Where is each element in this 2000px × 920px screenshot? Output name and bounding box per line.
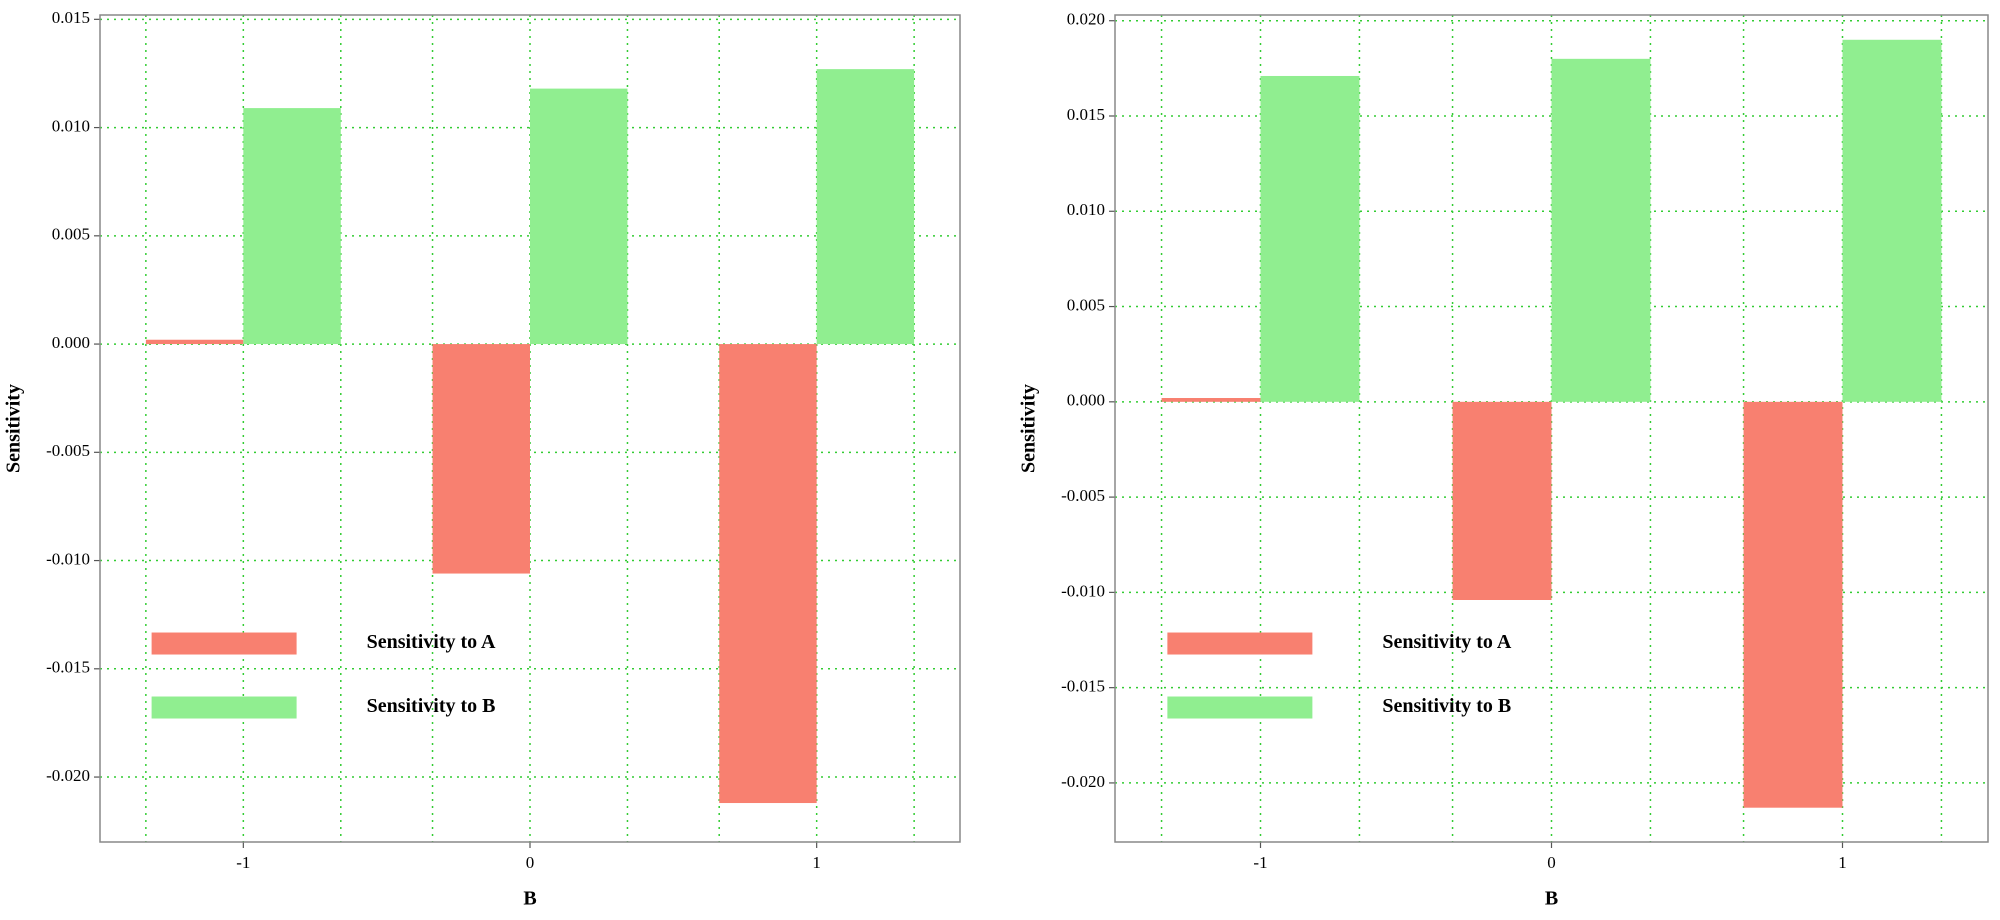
- y-tick-label: -0.015: [46, 658, 90, 677]
- legend-swatch: [151, 696, 297, 719]
- plot-frame: [1114, 14, 1989, 843]
- y-tick-label: 0.010: [52, 116, 90, 135]
- x-tick-label: 1: [812, 853, 821, 872]
- x-axis-label: B: [1545, 888, 1558, 910]
- y-tick-label: 0.020: [1067, 10, 1105, 29]
- y-axis-label: Sensitivity: [1018, 384, 1040, 473]
- bar: [243, 108, 341, 345]
- bar: [1260, 75, 1360, 402]
- bar: [816, 69, 915, 345]
- y-tick-label: -0.005: [1061, 486, 1105, 505]
- y-tick-label: -0.020: [46, 766, 90, 785]
- x-tick-label: 1: [1838, 853, 1847, 872]
- y-tick-label: -0.010: [46, 549, 90, 568]
- bar: [432, 344, 530, 574]
- bar: [1551, 58, 1651, 402]
- y-tick-label: -0.020: [1061, 772, 1105, 791]
- y-tick-label: 0.000: [1067, 391, 1105, 410]
- y-tick-label: 0.010: [1067, 200, 1105, 219]
- y-axis-label: Sensitivity: [3, 384, 25, 473]
- y-tick-label: 0.005: [52, 225, 90, 244]
- plot-frame: [99, 14, 961, 843]
- y-tick-label: -0.015: [1061, 677, 1105, 696]
- bar: [1842, 39, 1942, 402]
- x-tick-label: 0: [1547, 853, 1556, 872]
- bar: [1452, 401, 1552, 600]
- x-axis-label: B: [523, 888, 536, 910]
- legend-swatch: [1167, 632, 1313, 655]
- legend-label: Sensitivity to B: [1382, 695, 1511, 717]
- y-tick-label: -0.010: [1061, 581, 1105, 600]
- legend-label: Sensitivity to A: [1382, 631, 1511, 653]
- bar: [145, 339, 244, 345]
- y-tick-label: 0.005: [1067, 295, 1105, 314]
- legend-swatch: [151, 632, 297, 655]
- bar: [1161, 398, 1261, 402]
- legend-swatch: [1167, 696, 1313, 719]
- bar: [719, 344, 817, 804]
- x-tick-label: -1: [1253, 853, 1267, 872]
- y-tick-label: 0.015: [52, 8, 90, 27]
- y-tick-label: 0.000: [52, 333, 90, 352]
- x-tick-label: -1: [236, 853, 250, 872]
- y-tick-label: 0.015: [1067, 105, 1105, 124]
- x-tick-label: 0: [526, 853, 535, 872]
- bar: [530, 88, 628, 345]
- legend-label: Sensitivity to A: [367, 631, 496, 653]
- legend-label: Sensitivity to B: [367, 695, 496, 717]
- y-tick-label: -0.005: [46, 441, 90, 460]
- bar: [1743, 401, 1843, 808]
